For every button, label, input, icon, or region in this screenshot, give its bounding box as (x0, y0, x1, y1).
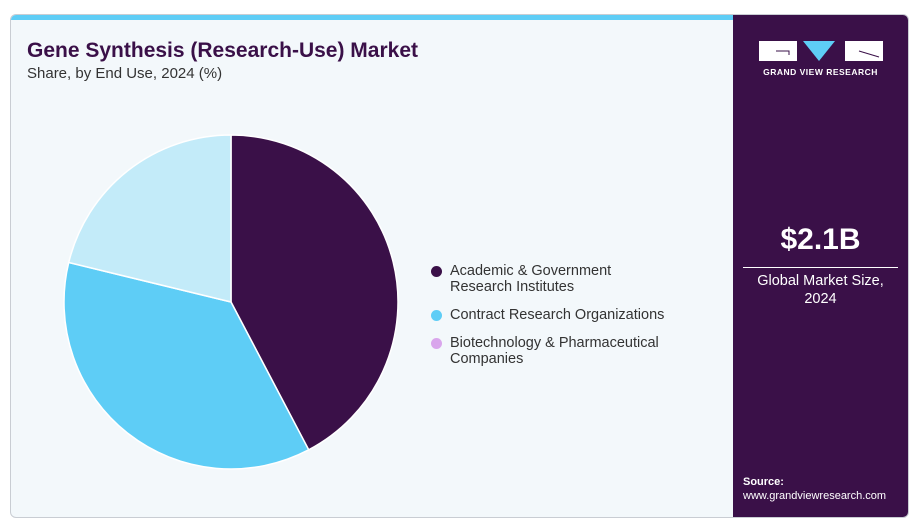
brand-name: GRAND VIEW RESEARCH (763, 67, 878, 77)
legend-label: Academic & Government (450, 263, 612, 279)
pie-chart (63, 134, 399, 470)
market-size-label-line: 2024 (804, 291, 837, 307)
legend-dot (431, 338, 442, 349)
summary-panel: GRAND VIEW RESEARCH $2.1B Global Market … (733, 15, 908, 517)
source-url[interactable]: www.grandviewresearch.com (743, 490, 887, 502)
legend-dot (431, 310, 442, 321)
legend-item: Contract Research Organizations (431, 307, 664, 323)
legend-item: Academic & Government Research Institutes (431, 263, 664, 295)
market-size-value: $2.1B (780, 223, 861, 256)
legend-label: Contract Research Organizations (450, 307, 665, 323)
pie-slice (63, 261, 310, 470)
legend-label: Biotechnology & Pharmaceutical (450, 335, 659, 351)
accent-bar (11, 15, 733, 20)
legend: Academic & Government Research Institutes… (431, 263, 664, 379)
legend-item: Biotechnology & Pharmaceutical Companies (431, 335, 664, 367)
pie-slice (67, 134, 232, 303)
divider (743, 267, 898, 268)
pie-slice (230, 134, 399, 451)
legend-dot (431, 266, 442, 277)
legend-label: Research Institutes (450, 279, 575, 295)
market-size-label-line: Global Market Size, (757, 273, 884, 289)
market-size-label: Global Market Size, 2024 (733, 272, 908, 308)
legend-label: Companies (450, 351, 524, 367)
chart-subtitle: Share, by End Use, 2024 (%) (27, 65, 223, 82)
source: Source: www.grandviewresearch.com (743, 475, 886, 503)
gvr-logo-icon (759, 41, 883, 61)
chart-card: Gene Synthesis (Research-Use) Market Sha… (10, 14, 909, 518)
source-label: Source: (743, 476, 784, 488)
chart-title: Gene Synthesis (Research-Use) Market (27, 39, 418, 62)
